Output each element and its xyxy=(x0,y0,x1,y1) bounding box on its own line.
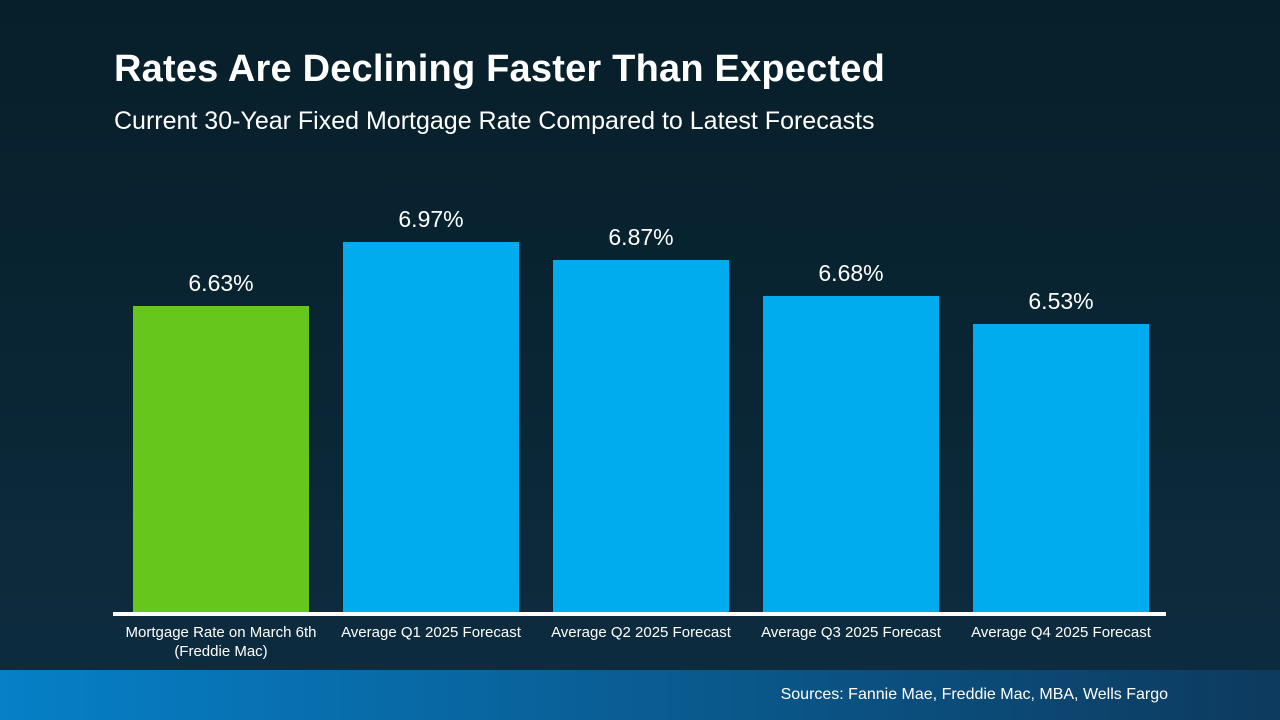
bar-value-label: 6.63% xyxy=(188,270,254,296)
page-title: Rates Are Declining Faster Than Expected xyxy=(114,48,886,90)
bar-value-label: 6.68% xyxy=(818,260,884,286)
bar-category-label: Average Q4 2025 Forecast xyxy=(971,624,1151,641)
bar-1 xyxy=(133,306,309,612)
bar-value-label: 6.87% xyxy=(608,224,674,250)
bar-value-label: 6.53% xyxy=(1028,288,1094,314)
footer-bar: Sources: Fannie Mae, Freddie Mac, MBA, W… xyxy=(0,670,1280,720)
source-note: Sources: Fannie Mae, Freddie Mac, MBA, W… xyxy=(780,686,1168,703)
page-subtitle: Current 30-Year Fixed Mortgage Rate Comp… xyxy=(114,106,875,135)
x-axis-line xyxy=(113,612,1166,616)
bar-category-label: Average Q1 2025 Forecast xyxy=(341,624,521,641)
bar-value-label: 6.97% xyxy=(398,206,464,232)
bar-category-label: Average Q2 2025 Forecast xyxy=(551,624,731,641)
bar-category-label: Mortgage Rate on March 6th (Freddie Mac) xyxy=(125,624,317,660)
bar-4 xyxy=(763,296,939,612)
bar-2 xyxy=(343,242,519,612)
bar-3 xyxy=(553,260,729,612)
bar-5 xyxy=(973,324,1149,612)
header: Rates Are Declining Faster Than Expected… xyxy=(114,48,1174,136)
bar-category-label: Average Q3 2025 Forecast xyxy=(761,624,941,641)
